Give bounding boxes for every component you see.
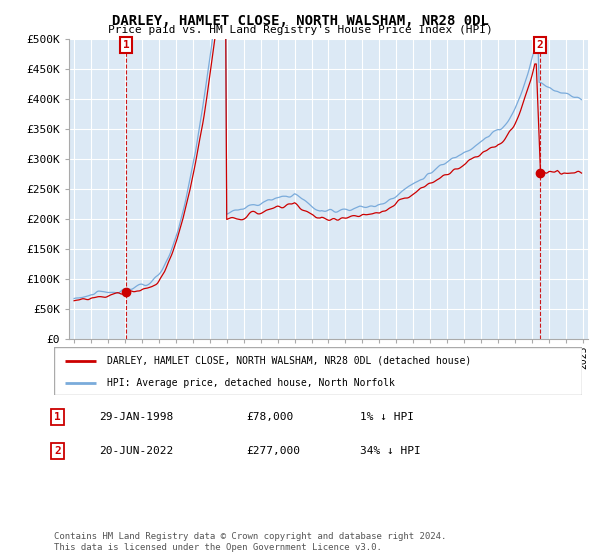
Text: Contains HM Land Registry data © Crown copyright and database right 2024.
This d: Contains HM Land Registry data © Crown c…	[54, 532, 446, 552]
Text: DARLEY, HAMLET CLOSE, NORTH WALSHAM, NR28 0DL: DARLEY, HAMLET CLOSE, NORTH WALSHAM, NR2…	[112, 14, 488, 28]
Text: 1% ↓ HPI: 1% ↓ HPI	[360, 412, 414, 422]
Text: 34% ↓ HPI: 34% ↓ HPI	[360, 446, 421, 456]
Text: Price paid vs. HM Land Registry's House Price Index (HPI): Price paid vs. HM Land Registry's House …	[107, 25, 493, 35]
Text: 1: 1	[54, 412, 61, 422]
Text: HPI: Average price, detached house, North Norfolk: HPI: Average price, detached house, Nort…	[107, 378, 395, 388]
FancyBboxPatch shape	[54, 347, 582, 395]
Text: 2: 2	[54, 446, 61, 456]
Text: 29-JAN-1998: 29-JAN-1998	[99, 412, 173, 422]
Text: DARLEY, HAMLET CLOSE, NORTH WALSHAM, NR28 0DL (detached house): DARLEY, HAMLET CLOSE, NORTH WALSHAM, NR2…	[107, 356, 471, 366]
Text: 1: 1	[123, 40, 130, 50]
Text: £277,000: £277,000	[246, 446, 300, 456]
Text: 2: 2	[536, 40, 543, 50]
Text: £78,000: £78,000	[246, 412, 293, 422]
Text: 20-JUN-2022: 20-JUN-2022	[99, 446, 173, 456]
